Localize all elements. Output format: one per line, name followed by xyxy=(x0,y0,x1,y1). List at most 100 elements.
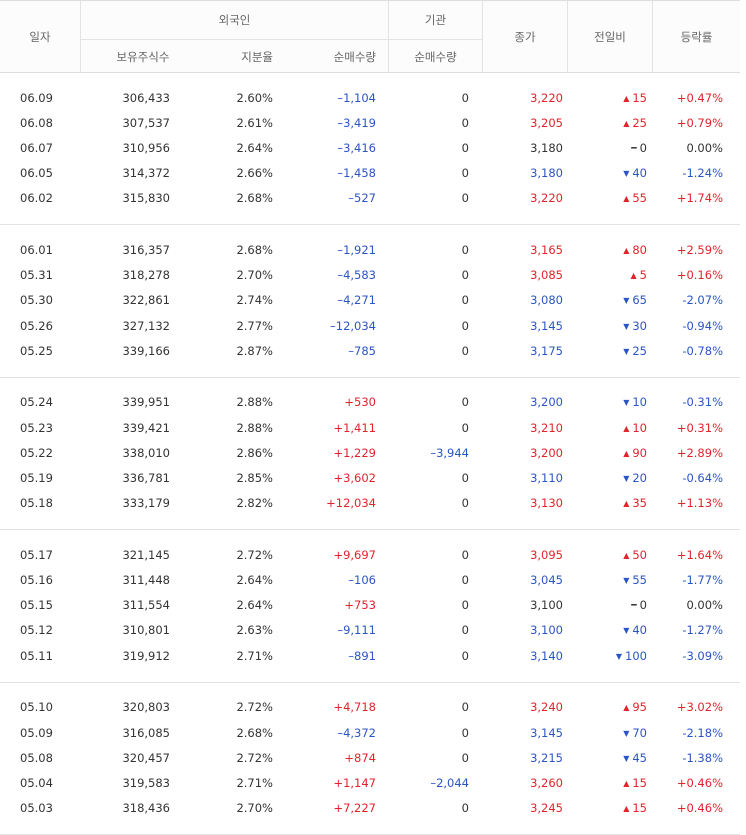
ratio-text: 2.60% xyxy=(236,90,273,105)
holdings-cell: 315,830 xyxy=(80,191,205,205)
close-text: 3,240 xyxy=(530,700,563,715)
ratio-cell: 2.88% xyxy=(205,421,285,435)
change-text: 90 xyxy=(632,445,647,460)
date-cell: 05.17 xyxy=(0,548,80,562)
inst-net-cell: 0 xyxy=(388,344,482,358)
ratio-cell: 2.64% xyxy=(205,141,285,155)
change-text: 25 xyxy=(632,343,647,358)
foreign-net-cell: –4,583 xyxy=(285,268,388,282)
foreign-net-text: –3,416 xyxy=(337,140,376,155)
inst-net-text: 0 xyxy=(461,496,469,511)
date-text: 05.25 xyxy=(20,343,53,358)
change-cell: ▲ 55 xyxy=(567,191,652,205)
change-cell: ━ 0 xyxy=(567,141,652,155)
rate-cell: +0.46% xyxy=(652,801,740,815)
ratio-cell: 2.85% xyxy=(205,471,285,485)
change-text: 40 xyxy=(632,623,647,638)
ratio-text: 2.63% xyxy=(236,623,273,638)
rate-text: +0.46% xyxy=(676,801,723,816)
date-text: 06.01 xyxy=(20,243,53,258)
ratio-cell: 2.82% xyxy=(205,496,285,510)
foreign-net-text: –4,271 xyxy=(337,293,376,308)
table-row: 05.08 320,457 2.72% +874 0 3,215 ▼ 45 -1.38% xyxy=(0,745,740,770)
inst-net-text: 0 xyxy=(461,547,469,562)
change-cell: ▼ 40 xyxy=(567,623,652,637)
table-header: 일자 외국인 보유주식수 지분율 순매수량 기관 순매수량 종가 전일비 등락률 xyxy=(0,0,740,73)
date-text: 06.07 xyxy=(20,140,53,155)
ratio-text: 2.68% xyxy=(236,725,273,740)
holdings-text: 310,801 xyxy=(122,623,170,638)
date-text: 05.22 xyxy=(20,445,53,460)
holdings-cell: 318,436 xyxy=(80,801,205,815)
foreign-net-cell: –3,416 xyxy=(285,141,388,155)
inst-net-text: 0 xyxy=(461,471,469,486)
foreign-net-text: +1,411 xyxy=(333,420,376,435)
holdings-cell: 322,861 xyxy=(80,293,205,307)
ratio-cell: 2.71% xyxy=(205,649,285,663)
table-row: 05.31 318,278 2.70% –4,583 0 3,085 ▲ 5 +0.16% xyxy=(0,263,740,288)
change-text: 45 xyxy=(632,750,647,765)
holdings-text: 339,421 xyxy=(122,420,170,435)
date-text: 06.02 xyxy=(20,191,53,206)
date-text: 05.30 xyxy=(20,293,53,308)
close-text: 3,100 xyxy=(530,623,563,638)
inst-net-text: 0 xyxy=(461,268,469,283)
rate-text: -2.18% xyxy=(682,725,723,740)
close-cell: 3,100 xyxy=(482,623,567,637)
foreign-net-cell: +874 xyxy=(285,751,388,765)
rate-cell: +1.74% xyxy=(652,191,740,205)
date-text: 05.31 xyxy=(20,268,53,283)
foreign-net-cell: +9,697 xyxy=(285,548,388,562)
close-text: 3,215 xyxy=(530,750,563,765)
ratio-cell: 2.66% xyxy=(205,166,285,180)
holdings-text: 315,830 xyxy=(122,191,170,206)
rate-cell: -2.07% xyxy=(652,293,740,307)
date-text: 05.26 xyxy=(20,318,53,333)
date-cell: 05.12 xyxy=(0,623,80,637)
rate-text: +0.16% xyxy=(676,268,723,283)
change-cell: ▲ 25 xyxy=(567,116,652,130)
table-row: 05.25 339,166 2.87% –785 0 3,175 ▼ 25 -0.78% xyxy=(0,338,740,363)
table-row: 05.23 339,421 2.88% +1,411 0 3,210 ▲ 10 +0.31% xyxy=(0,415,740,440)
rate-cell: 0.00% xyxy=(652,598,740,612)
inst-net-cell: 0 xyxy=(388,421,482,435)
foreign-net-cell: –106 xyxy=(285,573,388,587)
close-cell: 3,245 xyxy=(482,801,567,815)
inst-net-cell: 0 xyxy=(388,598,482,612)
foreign-net-cell: +753 xyxy=(285,598,388,612)
rate-cell: -0.64% xyxy=(652,471,740,485)
holdings-text: 339,166 xyxy=(122,343,170,358)
rate-cell: +0.47% xyxy=(652,91,740,105)
foreign-net-cell: –1,104 xyxy=(285,91,388,105)
ratio-cell: 2.63% xyxy=(205,623,285,637)
rate-text: -0.64% xyxy=(682,471,723,486)
change-cell: ▲ 95 xyxy=(567,700,652,714)
rate-text: +0.46% xyxy=(676,775,723,790)
close-text: 3,200 xyxy=(530,395,563,410)
date-cell: 06.08 xyxy=(0,116,80,130)
change-cell: ▲ 10 xyxy=(567,421,652,435)
foreign-net-cell: +7,227 xyxy=(285,801,388,815)
change-text: 30 xyxy=(632,318,647,333)
holdings-cell: 307,537 xyxy=(80,116,205,130)
date-text: 05.24 xyxy=(20,395,53,410)
inst-net-text: 0 xyxy=(461,318,469,333)
inst-net-text: 0 xyxy=(461,166,469,181)
date-cell: 05.15 xyxy=(0,598,80,612)
date-cell: 05.26 xyxy=(0,319,80,333)
inst-net-text: 0 xyxy=(461,598,469,613)
close-text: 3,130 xyxy=(530,496,563,511)
rate-text: -2.07% xyxy=(682,293,723,308)
foreign-net-text: –1,458 xyxy=(337,166,376,181)
holdings-cell: 320,803 xyxy=(80,700,205,714)
change-icon: ▲ xyxy=(623,703,630,713)
header-cell: 순매수량 xyxy=(388,40,482,73)
close-cell: 3,180 xyxy=(482,141,567,155)
rate-cell: -1.24% xyxy=(652,166,740,180)
rate-cell: -1.27% xyxy=(652,623,740,637)
close-cell: 3,220 xyxy=(482,191,567,205)
rate-text: -0.94% xyxy=(682,318,723,333)
change-cell: ▼ 70 xyxy=(567,726,652,740)
change-icon: ▼ xyxy=(623,576,630,586)
close-text: 3,260 xyxy=(530,775,563,790)
